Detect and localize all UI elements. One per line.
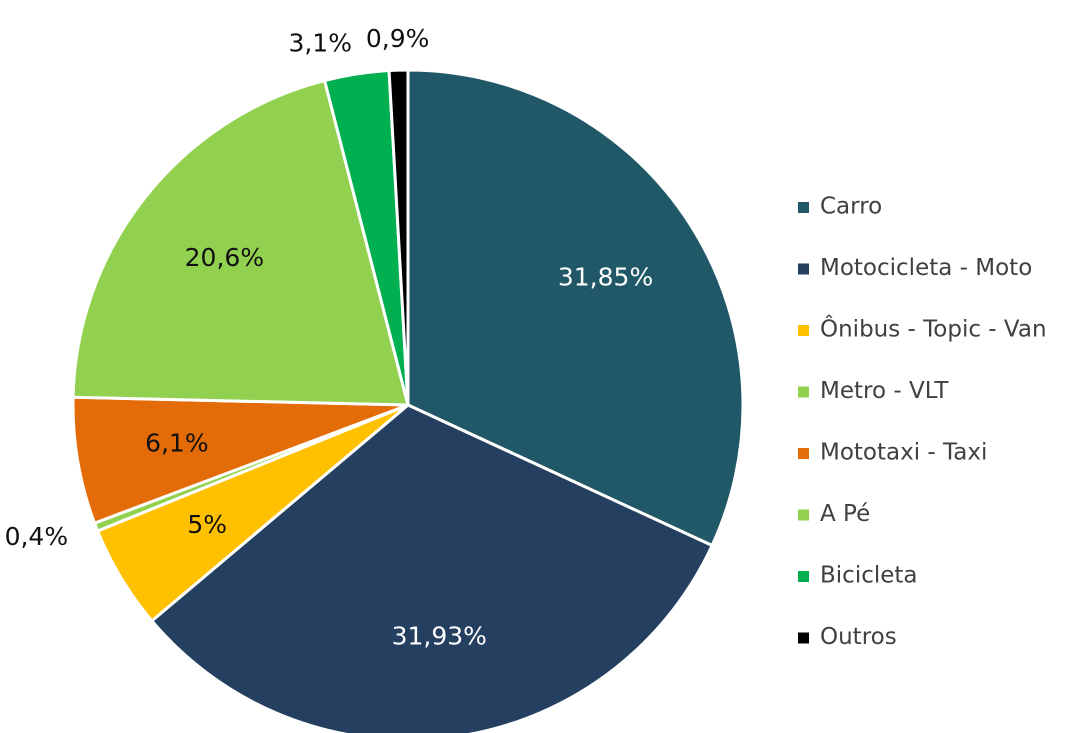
- data-label: 0,9%: [366, 24, 430, 53]
- pie-slice: [149, 403, 715, 733]
- legend-label: A Pé: [820, 501, 870, 527]
- legend-label: Mototaxi - Taxi: [820, 440, 987, 466]
- pie-slice: [71, 78, 410, 407]
- legend-swatch: [798, 202, 809, 213]
- legend-label: Ônibus - Topic - Van: [820, 315, 1047, 343]
- legend-swatch: [798, 263, 809, 275]
- data-label: 31,85%: [558, 263, 653, 292]
- legend-label: Outros: [820, 624, 897, 650]
- data-label: 0,4%: [5, 522, 69, 551]
- data-label: 6,1%: [145, 428, 209, 457]
- legend-label: Bicicleta: [820, 563, 918, 589]
- legend-label: Motocicleta - Moto: [820, 255, 1032, 281]
- pie-slice: [71, 395, 409, 526]
- data-label: 20,6%: [185, 243, 264, 272]
- legend-swatch: [798, 448, 809, 459]
- data-label: 3,1%: [288, 28, 352, 57]
- legend-swatch: [798, 571, 809, 582]
- data-label: 5%: [187, 510, 227, 539]
- legend-swatch: [798, 632, 809, 644]
- legend-swatch: [798, 386, 809, 398]
- legend-swatch: [798, 509, 809, 521]
- pie-slice: [387, 68, 410, 406]
- legend-swatch: [798, 325, 809, 336]
- legend-label: Metro - VLT: [820, 378, 949, 404]
- legend-label: Carro: [820, 194, 882, 220]
- pie-slice: [406, 68, 745, 548]
- data-label: 31,93%: [392, 621, 487, 650]
